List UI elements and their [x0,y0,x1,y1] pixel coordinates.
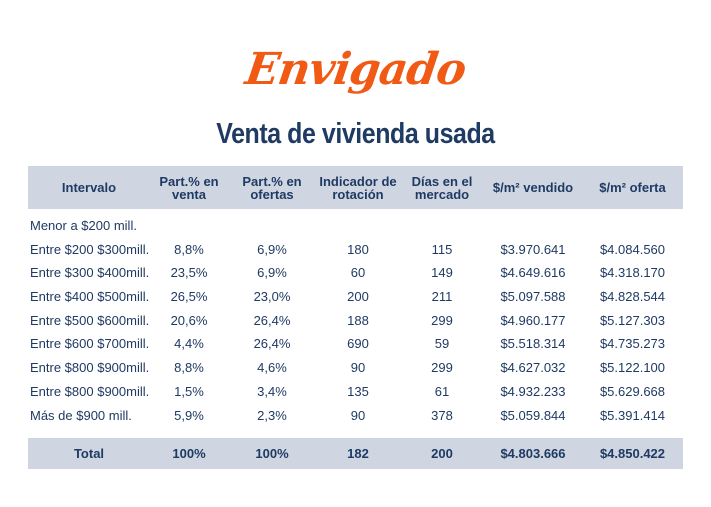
table-row: Más de $900 mill. 5,9% 2,3% 90 378 $5.05… [28,404,683,428]
cell-intervalo: Entre $800 $900mill. [30,383,150,399]
cell-dias: 115 [431,241,453,257]
cell-oferta: $4.084.560 [599,241,666,257]
cell-oferta: $4.828.544 [599,289,666,305]
cell-part-ofertas [228,214,316,238]
cell-intervalo: Más de $900 mill. [30,407,132,423]
cell-vendido: $3.970.641 [500,241,566,257]
cell-indicador: 200 [347,289,369,305]
cell-dias: 211 [431,289,453,305]
cell-part-venta: 20,6% [170,312,208,328]
cell-indicador: 690 [347,336,369,352]
cell-vendido: $4.960.177 [500,312,566,328]
cell-part-ofertas: 6,9% [257,265,287,281]
cell-indicador: 90 [350,407,366,423]
total-label: Total [73,446,105,461]
table-row: Entre $500 $600mill. 20,6% 26,4% 188 299… [28,309,683,333]
brand-logo: Envigado [242,44,469,95]
cell-oferta: $5.122.100 [599,360,666,376]
table-row: Entre $800 $900mill. 8,8% 4,6% 90 299 $4… [28,356,683,380]
cell-part-venta: 5,9% [174,407,204,423]
cell-part-ofertas: 6,9% [257,241,287,257]
cell-vendido: $4.627.032 [500,360,566,376]
header-precio-vendido: $/m² vendido [492,180,574,195]
cell-oferta: $5.127.303 [599,312,666,328]
cell-indicador: 180 [347,241,369,257]
cell-part-venta: 23,5% [170,265,208,281]
cell-part-venta: 4,4% [174,336,204,352]
cell-intervalo: Entre $200 $300mill. [30,241,150,257]
page-title: Venta de vivienda usada [216,118,495,150]
table-header: Intervalo Part.% en venta Part.% en ofer… [28,166,683,209]
header-intervalo: Intervalo [61,180,117,195]
cell-oferta: $4.735.273 [599,336,666,352]
header-part-ofertas: Part.% en ofertas [242,173,302,202]
cell-indicador: 60 [350,265,366,281]
cell-part-venta [150,214,228,238]
cell-vendido: $4.932.233 [500,383,566,399]
cell-part-ofertas: 26,4% [253,312,291,328]
cell-part-ofertas: 26,4% [253,336,291,352]
cell-part-venta: 8,8% [174,241,204,257]
cell-oferta [582,214,683,238]
table-row: Entre $300 $400mill. 23,5% 6,9% 60 149 $… [28,261,683,285]
cell-vendido: $5.518.314 [500,336,566,352]
header-part-venta: Part.% en venta [159,173,219,202]
header-precio-oferta: $/m² oferta [599,180,666,195]
cell-dias: 299 [431,360,453,376]
cell-dias: 59 [434,336,450,352]
table-row: Entre $400 $500mill. 26,5% 23,0% 200 211… [28,285,683,309]
cell-part-ofertas: 23,0% [253,289,291,305]
cell-dias: 149 [431,265,453,281]
total-dias: 200 [431,446,453,461]
cell-indicador [316,214,400,238]
cell-dias: 299 [431,312,453,328]
cell-vendido: $4.649.616 [500,265,566,281]
table-row: Entre $800 $900mill. 1,5% 3,4% 135 61 $4… [28,380,683,404]
cell-part-ofertas: 3,4% [257,383,287,399]
total-indicador: 182 [347,446,369,461]
cell-oferta: $5.629.668 [599,383,666,399]
cell-part-venta: 1,5% [174,383,204,399]
cell-intervalo: Entre $500 $600mill. [30,312,150,328]
cell-intervalo: Entre $400 $500mill. [30,289,150,305]
cell-oferta: $4.318.170 [599,265,666,281]
cell-intervalo: Entre $600 $700mill. [30,336,150,352]
cell-intervalo: Menor a $200 mill. [30,218,137,233]
cell-dias: 61 [434,383,450,399]
cell-oferta: $5.391.414 [599,407,666,423]
table-total-row: Total 100% 100% 182 200 $4.803.666 $4.85… [28,438,683,469]
cell-vendido: $5.059.844 [500,407,566,423]
cell-part-ofertas: 4,6% [257,360,287,376]
total-vendido: $4.803.666 [500,446,566,461]
cell-indicador: 90 [350,360,366,376]
total-part-venta: 100% [172,446,206,461]
cell-part-venta: 8,8% [174,360,204,376]
cell-intervalo: Entre $800 $900mill. [30,360,150,376]
header-dias-mercado: Días en el mercado [411,173,473,202]
cell-indicador: 135 [347,383,369,399]
cell-vendido [484,214,582,238]
cell-part-venta: 26,5% [170,289,208,305]
table-row: Entre $200 $300mill. 8,8% 6,9% 180 115 $… [28,238,683,262]
cell-indicador: 188 [347,312,369,328]
total-part-ofertas: 100% [255,446,289,461]
cell-intervalo: Entre $300 $400mill. [30,265,150,281]
cell-dias: 378 [431,407,453,423]
cell-part-ofertas: 2,3% [257,407,287,423]
cell-vendido: $5.097.588 [500,289,566,305]
table-row: Entre $600 $700mill. 4,4% 26,4% 690 59 $… [28,332,683,356]
header-indicador-rotacion: Indicador de rotación [319,173,397,202]
cell-dias [400,214,484,238]
total-oferta: $4.850.422 [599,446,666,461]
table-row: Menor a $200 mill. [28,214,683,238]
table-body: Menor a $200 mill. Entre $200 $300mill. … [28,214,683,427]
